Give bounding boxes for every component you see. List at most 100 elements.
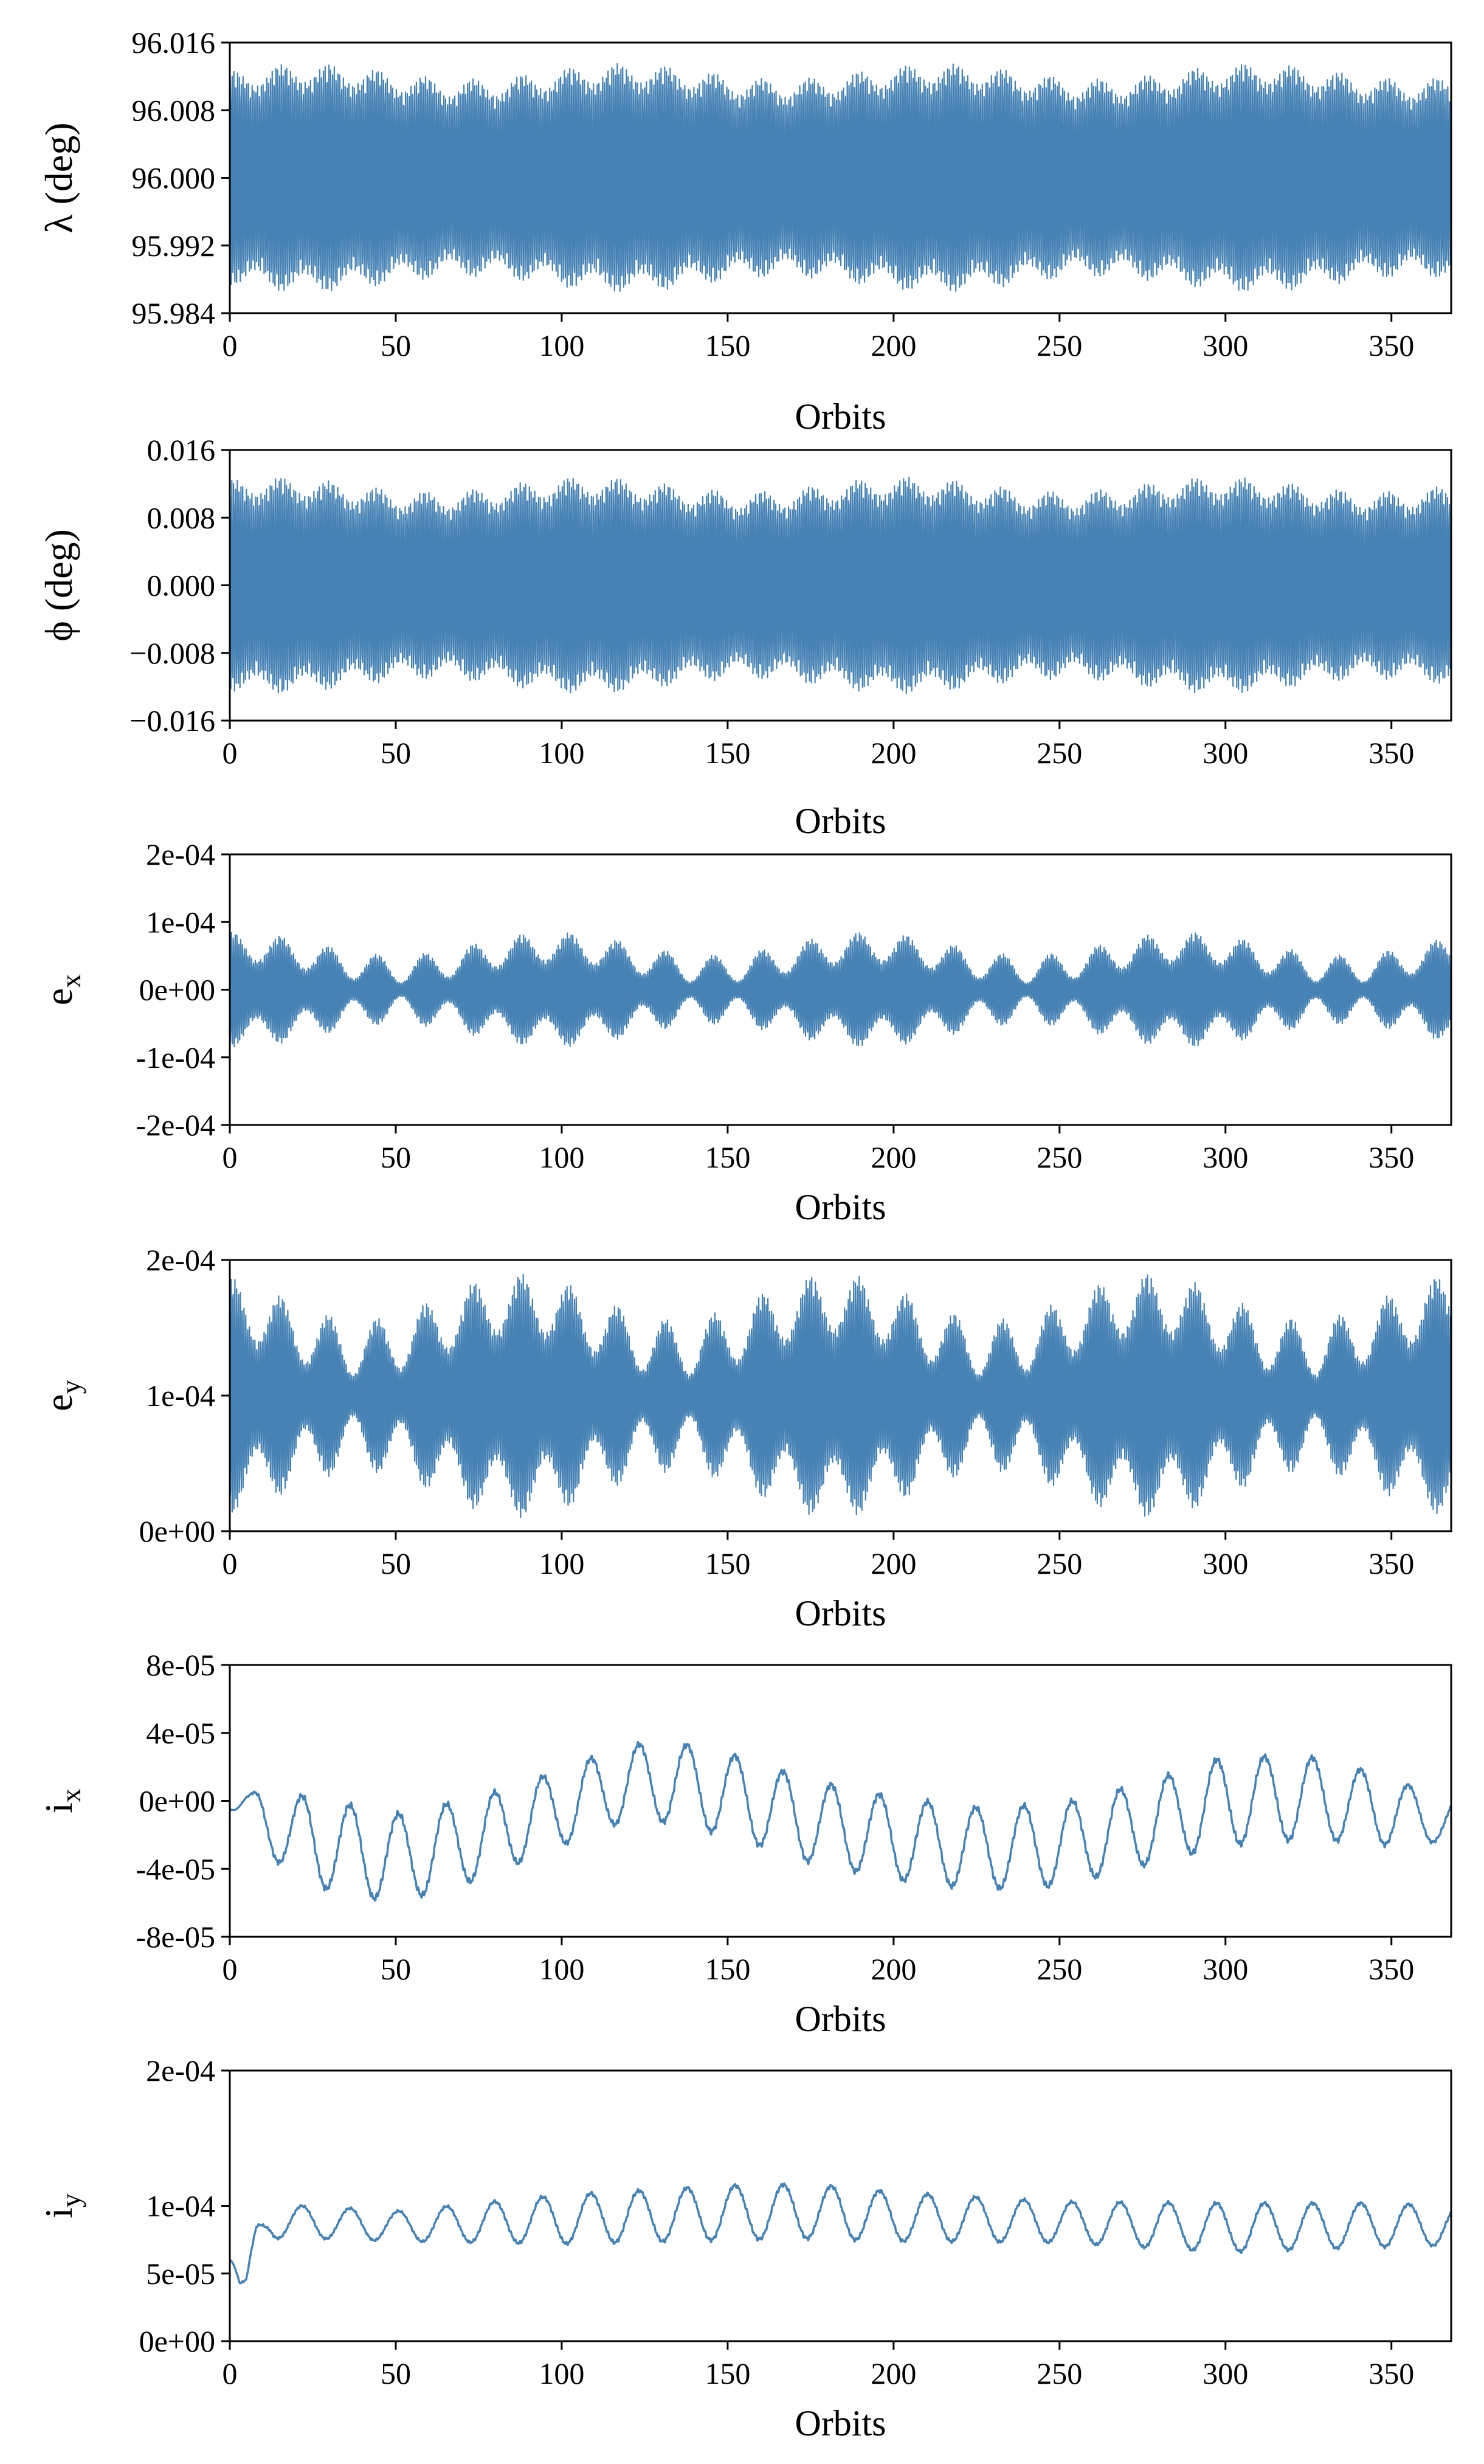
y-tick-label: −0.016 [129,704,215,738]
x-tick-label: 350 [1368,1546,1414,1580]
x-axis-title: Orbits [795,801,886,841]
y-tick-label: 0e+00 [139,1784,215,1818]
x-tick-label: 300 [1203,2356,1248,2390]
x-tick-label: 200 [871,736,916,770]
y-tick-label: -4e-05 [136,1852,216,1886]
y-tick-label: 2e-04 [146,2054,215,2088]
x-tick-label: 50 [381,1952,411,1986]
series-line-lambda [229,63,1452,292]
x-tick-label: 0 [223,328,238,362]
x-tick-label: 50 [381,328,411,362]
x-tick-label: 100 [539,1140,584,1174]
y-tick-label: 96.016 [132,26,216,60]
x-tick-label: 0 [223,736,238,770]
y-tick-label: 0.000 [147,569,216,603]
y-axis-title: ix [37,1788,86,1813]
x-tick-label: 250 [1037,1952,1082,1986]
y-axis-title: iy [37,2193,86,2218]
x-tick-label: 0 [223,1546,238,1580]
x-tick-label: 300 [1203,328,1248,362]
x-tick-label: 200 [871,1952,916,1986]
series-line-i_x [229,1740,1452,1902]
y-tick-label: 0e+00 [139,973,215,1007]
x-tick-label: 100 [539,2356,584,2390]
x-tick-label: 100 [539,328,584,362]
y-axis-title-subscript: y [55,1380,86,1394]
x-tick-label: 200 [871,2356,916,2390]
x-tick-label: 200 [871,1140,916,1174]
y-tick-label: 1e-04 [146,2189,215,2223]
x-tick-label: 0 [223,1140,238,1174]
x-axis-title: Orbits [795,1593,886,1633]
y-tick-label: 95.992 [132,229,216,263]
y-axis-title-subscript: y [55,2193,86,2207]
x-tick-label: 150 [705,1952,750,1986]
x-tick-label: 150 [705,2356,750,2390]
series-line-phi [229,477,1452,694]
x-tick-label: 50 [381,1546,411,1580]
x-tick-label: 250 [1037,1140,1082,1174]
y-axis-title: ex [37,974,86,1005]
y-tick-label: −0.008 [129,636,215,670]
x-tick-label: 50 [381,2356,411,2390]
y-tick-label: -1e-04 [136,1040,216,1075]
series-line-e_x [229,932,1452,1048]
x-tick-label: 200 [871,328,916,362]
x-tick-label: 300 [1203,1140,1248,1174]
x-tick-label: 0 [223,1952,238,1986]
y-axis-title: ey [37,1380,86,1411]
y-axis-title: ϕ (deg) [37,529,80,642]
subplot-5: 0 50 100 150 200 250 300 350 8e-05 4e-05 0e+00 -4e-… [37,1648,1452,2039]
y-tick-label: 1e-04 [146,1379,215,1413]
x-tick-label: 100 [539,736,584,770]
y-tick-label: 0e+00 [139,1514,215,1548]
x-tick-label: 200 [871,1546,916,1580]
x-tick-label: 100 [539,1952,584,1986]
y-tick-label: 95.984 [132,296,216,330]
x-axis-title: Orbits [795,396,886,437]
y-tick-label: 5e-05 [146,2257,215,2291]
x-tick-label: 350 [1368,328,1414,362]
y-axis-title-main: i [37,1802,80,1813]
y-axis-title-subscript: x [55,974,86,988]
x-tick-label: 250 [1037,736,1082,770]
x-tick-label: 350 [1368,1952,1414,1986]
y-tick-label: 1e-04 [146,905,215,939]
x-axis-title: Orbits [795,1187,886,1227]
x-axis-title: Orbits [795,2403,886,2443]
x-tick-label: 50 [381,736,411,770]
y-tick-label: 2e-04 [146,1243,215,1277]
subplot-6: 0 50 100 150 200 250 300 350 2e-04 1e-04 5e-05 0e+0… [37,2054,1452,2443]
y-axis-title-subscript: x [55,1788,86,1802]
x-tick-label: 0 [223,2356,238,2390]
x-tick-label: 150 [705,328,750,362]
x-axis-title: Orbits [795,1999,886,2039]
y-tick-label: -8e-05 [136,1920,216,1954]
subplot-3: 0 50 100 150 200 250 300 350 2e-04 1e-04 0e+00 -1e-… [37,837,1452,1227]
subplot-1: 0 50 100 150 200 250 300 350 96.016 96.008 96.000 9… [37,26,1452,437]
series-line-i_y [229,2182,1452,2285]
x-tick-label: 300 [1203,1546,1248,1580]
x-tick-label: 150 [705,736,750,770]
y-axis-title-main: λ (deg) [37,122,80,233]
subplot-2: 0 50 100 150 200 250 300 350 0.016 0.008 0.000 −0.0… [37,433,1452,841]
y-tick-label: 0.016 [147,433,216,467]
y-axis-title: λ (deg) [37,122,80,233]
y-axis-title-main: ϕ (deg) [37,529,80,642]
x-tick-label: 350 [1368,1140,1414,1174]
y-tick-label: -2e-04 [136,1108,216,1142]
x-tick-label: 150 [705,1140,750,1174]
y-axis-title-main: i [37,2207,80,2218]
y-tick-label: 0e+00 [139,2324,215,2358]
x-tick-label: 250 [1037,328,1082,362]
x-tick-label: 300 [1203,1952,1248,1986]
y-axis-title-main: e [37,988,80,1005]
x-tick-label: 350 [1368,736,1414,770]
x-tick-label: 250 [1037,2356,1082,2390]
axes-frame [229,1664,1452,1938]
y-tick-label: 4e-05 [146,1716,215,1750]
y-tick-label: 8e-05 [146,1648,215,1682]
y-tick-label: 96.000 [132,161,216,195]
x-tick-label: 50 [381,1140,411,1174]
